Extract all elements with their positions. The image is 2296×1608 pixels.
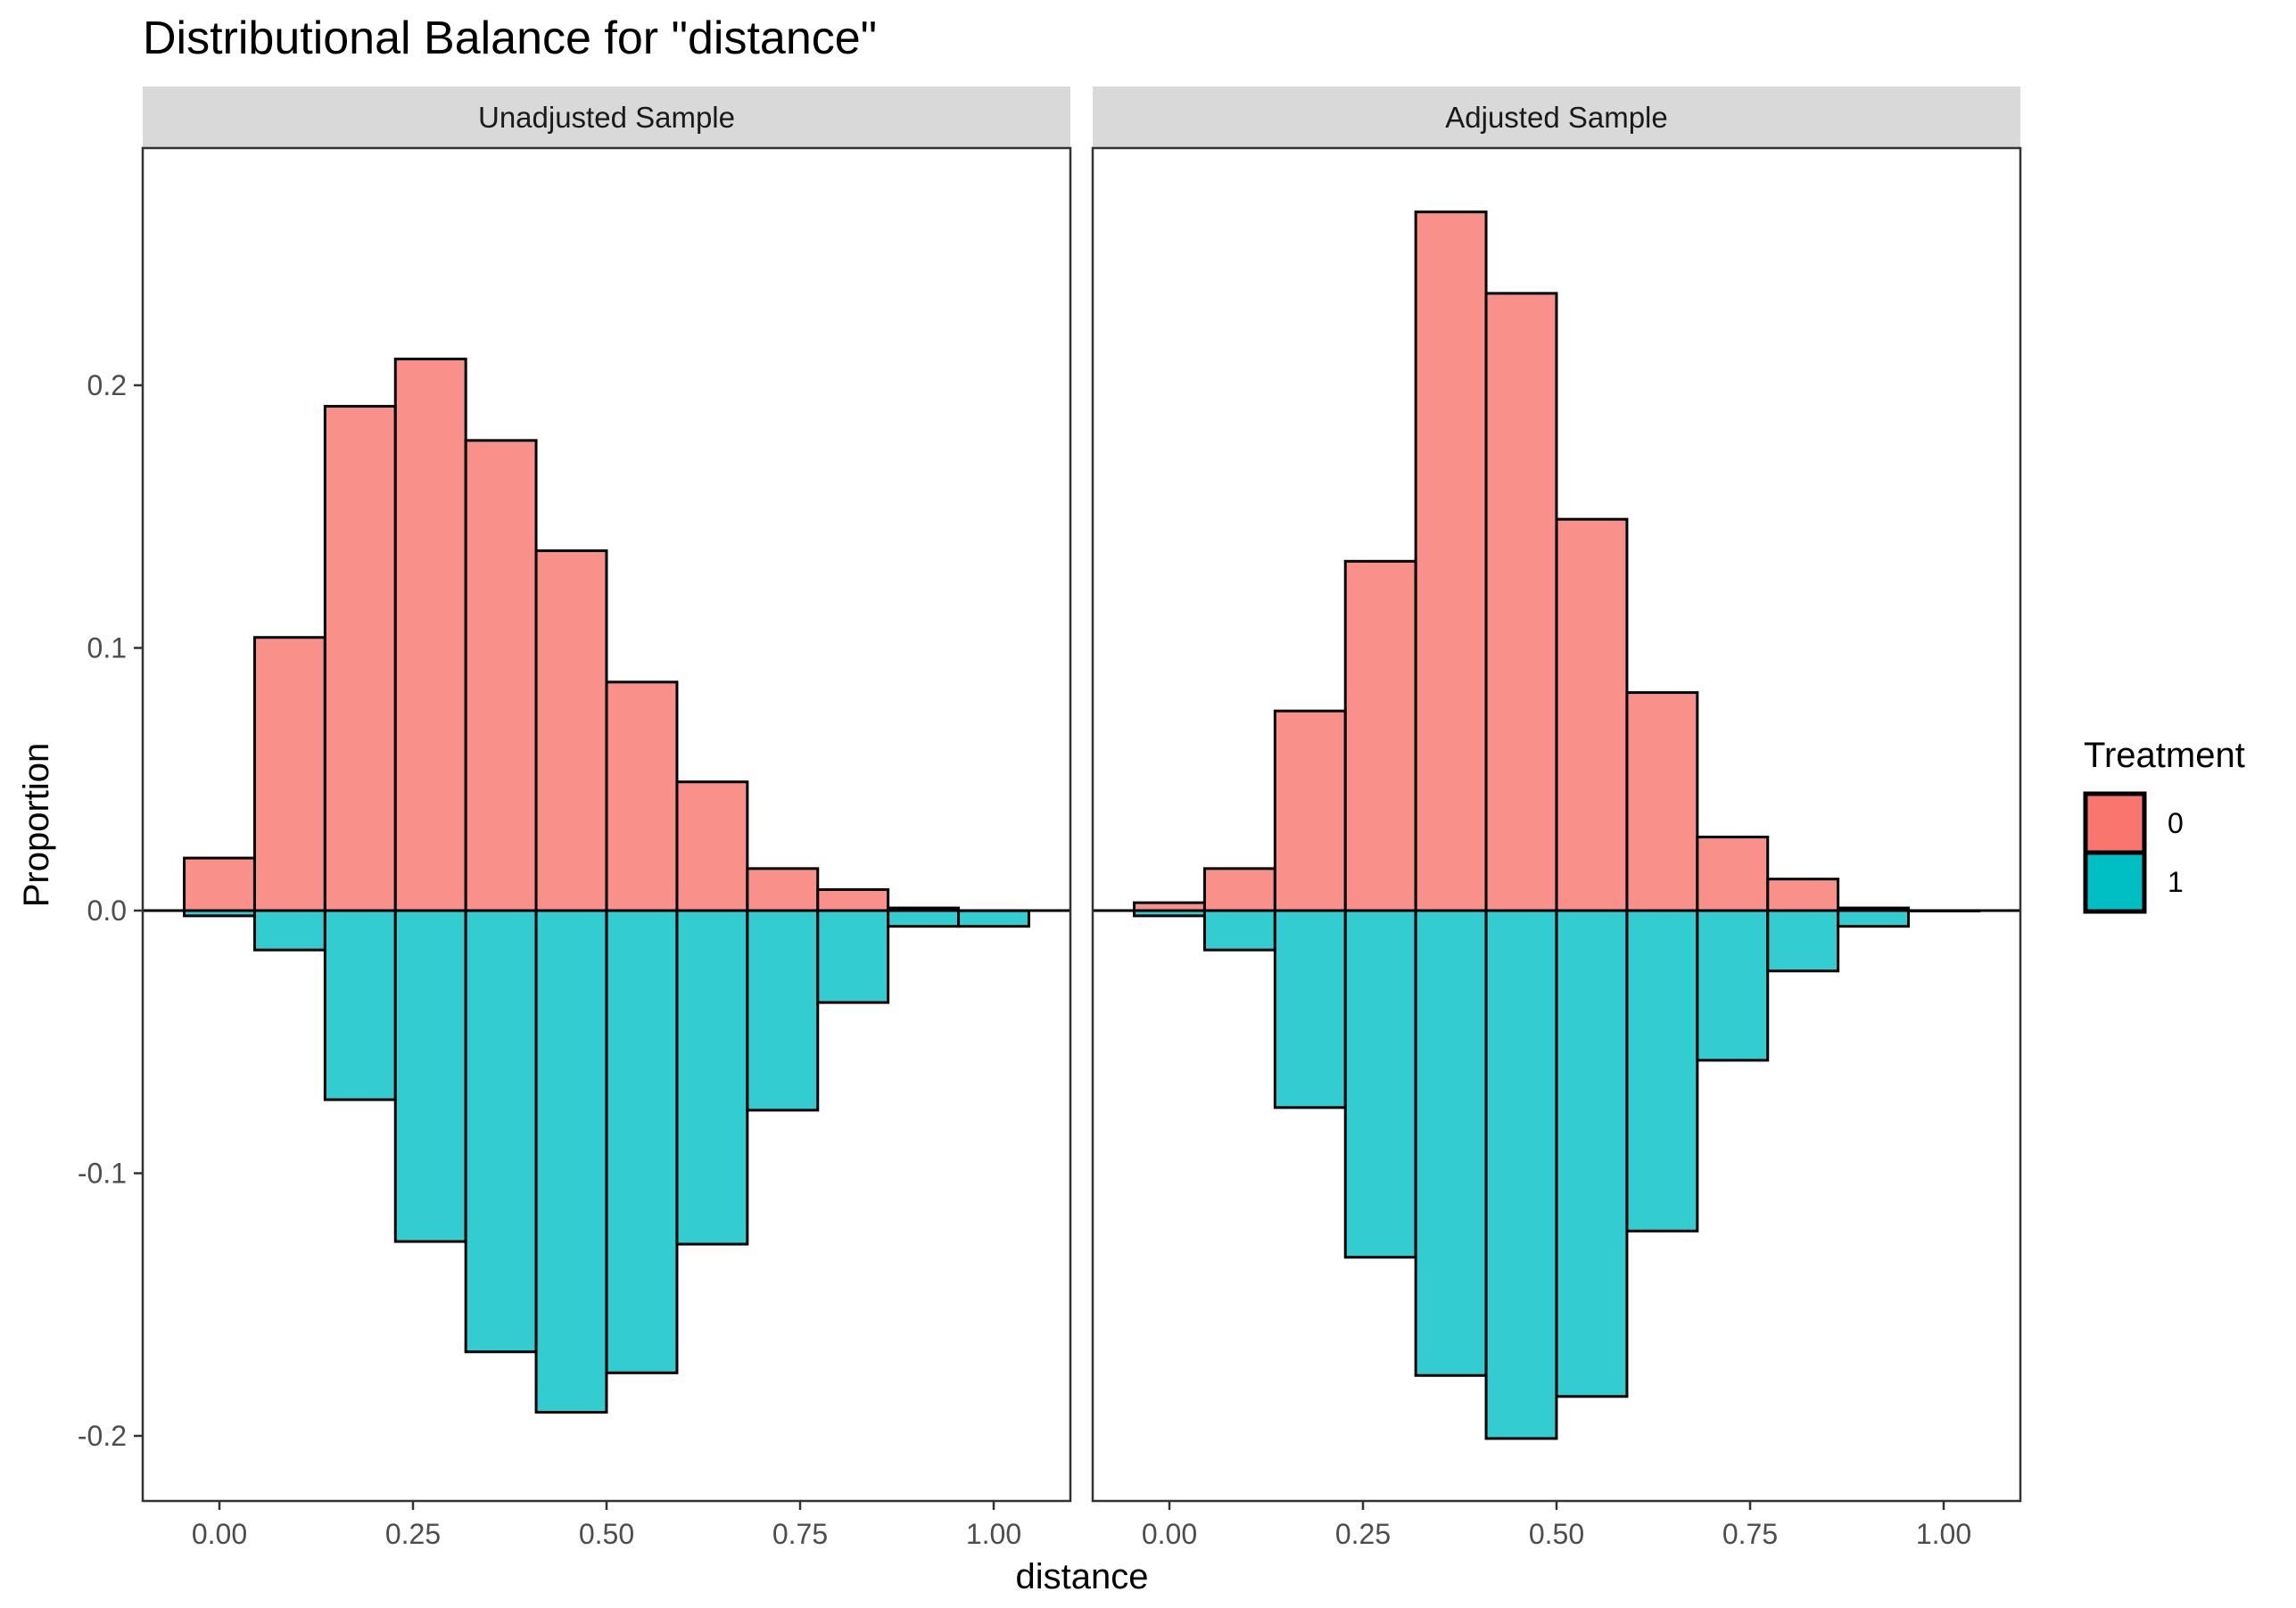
x-tick-label: 0.25 [385, 1518, 441, 1550]
y-tick-label: -0.2 [78, 1420, 127, 1452]
bar-treatment-0 [464, 439, 538, 912]
legend-label-1: 1 [2168, 866, 2184, 898]
bar-treatment-1 [1414, 909, 1488, 1377]
bar-treatment-1 [957, 909, 1030, 928]
bar-treatment-0 [183, 856, 256, 912]
bar-treatment-0 [393, 358, 467, 912]
x-tick-label: 0.75 [1722, 1518, 1778, 1550]
chart-title: Distributional Balance for "distance" [143, 12, 877, 64]
facet-strip-label: Unadjusted Sample [478, 101, 735, 134]
bar-treatment-1 [1766, 909, 1840, 973]
bar-treatment-1 [1343, 909, 1417, 1259]
bar-treatment-1 [323, 909, 397, 1101]
legend-title: Treatment [2084, 736, 2245, 775]
bar-treatment-1 [605, 909, 679, 1374]
x-tick-label: 0.25 [1335, 1518, 1391, 1550]
bar-treatment-1 [1837, 909, 1911, 928]
bar-treatment-1 [1273, 909, 1347, 1109]
bar-treatment-0 [1625, 691, 1699, 912]
y-tick-label: 0.0 [87, 895, 127, 927]
bar-treatment-0 [252, 636, 326, 912]
bar-treatment-1 [1484, 909, 1558, 1440]
legend-key-0 [2083, 791, 2147, 855]
legend-label-0: 0 [2168, 807, 2184, 839]
bar-treatment-1 [464, 909, 538, 1354]
y-axis-title: Proportion [17, 743, 56, 908]
panel-2: Adjusted Sample 0.00 0.25 0.50 0.75 1.00 [1091, 87, 2022, 1550]
y-tick-label: -0.1 [78, 1158, 127, 1190]
panel-1: Unadjusted Sample 0.00 0.25 0.50 0.75 1.00 0.2… [78, 87, 1072, 1550]
x-tick-label: 0.50 [1529, 1518, 1584, 1550]
x-tick-label: 0.00 [192, 1518, 247, 1550]
facet-strip-label: Adjusted Sample [1445, 101, 1667, 134]
x-tick-label: 0.50 [579, 1518, 634, 1550]
y-tick-label: 0.1 [87, 632, 127, 664]
facet-strip [1093, 87, 2020, 147]
legend: Treatment 0 1 [2083, 736, 2245, 914]
x-tick-label: 1.00 [1916, 1518, 1971, 1550]
bar-treatment-0 [1484, 292, 1558, 912]
bar-treatment-0 [534, 549, 608, 912]
bar-treatment-0 [1202, 867, 1276, 912]
bar-treatment-0 [675, 780, 749, 912]
bar-treatment-1 [1202, 909, 1276, 952]
facet-strip [143, 87, 1070, 147]
x-tick-label: 0.00 [1142, 1518, 1197, 1550]
bar-treatment-0 [746, 867, 820, 912]
bar-treatment-1 [534, 909, 608, 1414]
legend-key-1 [2083, 850, 2147, 914]
bar-treatment-1 [1625, 909, 1699, 1233]
bar-treatment-0 [605, 680, 679, 912]
bar-treatment-1 [1555, 909, 1629, 1398]
bar-treatment-1 [252, 909, 326, 952]
bar-treatment-1 [746, 909, 820, 1112]
bar-treatment-1 [887, 909, 961, 928]
bar-treatment-1 [393, 909, 467, 1243]
bar-treatment-1 [675, 909, 749, 1246]
bar-treatment-1 [1696, 909, 1770, 1062]
bar-treatment-0 [1414, 210, 1488, 912]
bar-treatment-0 [1555, 517, 1629, 912]
bar-treatment-0 [816, 887, 890, 912]
x-tick-label: 1.00 [966, 1518, 1021, 1550]
bar-treatment-0 [1696, 836, 1770, 912]
bar-treatment-0 [323, 405, 397, 912]
x-axis-title: distance [1016, 1557, 1149, 1596]
bar-treatment-0 [1273, 709, 1347, 912]
x-tick-label: 0.75 [772, 1518, 828, 1550]
y-tick-label: 0.2 [87, 369, 127, 401]
bar-treatment-0 [1343, 559, 1417, 912]
facet-panels: Unadjusted Sample 0.00 0.25 0.50 0.75 1.00 0.2… [78, 87, 2022, 1550]
bar-treatment-1 [816, 909, 890, 1004]
bar-treatment-0 [1766, 878, 1840, 912]
